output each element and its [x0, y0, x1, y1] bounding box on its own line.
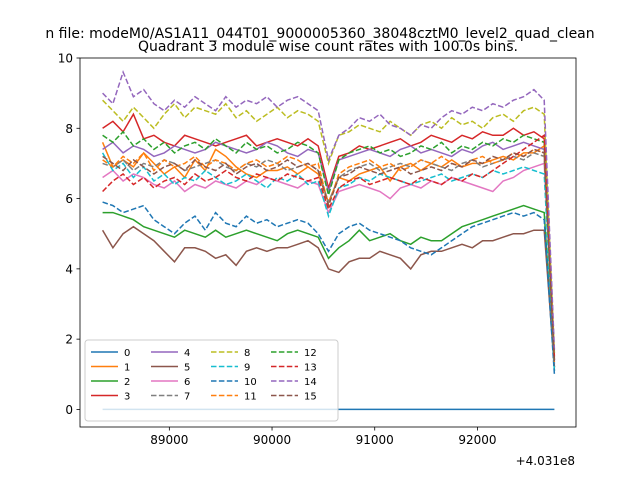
legend-label-2: 2	[124, 377, 130, 388]
x-tick-label: 92000	[458, 433, 496, 447]
y-tick-label: 8	[65, 122, 73, 136]
legend-label-0: 0	[124, 348, 130, 359]
series-line-5	[101, 225, 556, 368]
series-line-13	[102, 133, 556, 357]
series-line-3	[102, 112, 556, 361]
series-line-9	[101, 152, 556, 371]
y-tick-label: 0	[65, 403, 73, 417]
legend-label-8: 8	[244, 348, 250, 359]
legend-label-9: 9	[244, 363, 250, 374]
legend-label-11: 11	[244, 392, 257, 403]
series-line-12	[102, 130, 556, 361]
legend-label-10: 10	[244, 377, 257, 388]
series-line-4	[102, 141, 556, 361]
x-tick-label: 89000	[150, 433, 188, 447]
legend-label-12: 12	[304, 348, 317, 359]
legend-label-13: 13	[304, 363, 317, 374]
y-tick-label: 6	[65, 192, 73, 206]
legend-label-7: 7	[184, 392, 190, 403]
plot-area	[101, 69, 556, 411]
chart-title: Quadrant 3 module wise count rates with …	[138, 39, 518, 55]
legend-label-14: 14	[304, 377, 317, 388]
series-line-1	[101, 142, 556, 368]
series-line-10	[102, 201, 556, 375]
series-line-14	[102, 69, 556, 350]
legend-label-1: 1	[124, 363, 130, 374]
legend-label-6: 6	[184, 377, 190, 388]
series-line-2	[102, 204, 556, 371]
series-line-6	[102, 162, 556, 364]
y-tick-label: 10	[58, 52, 73, 66]
legend-label-5: 5	[184, 363, 190, 374]
legend-label-4: 4	[184, 348, 190, 359]
y-tick-label: 4	[65, 262, 73, 276]
x-tick-label: 91000	[356, 433, 394, 447]
legend-label-3: 3	[124, 392, 130, 403]
x-offset-text: +4.031e8	[516, 454, 575, 468]
y-tick-label: 2	[65, 333, 73, 347]
series-line-8	[102, 99, 556, 354]
series-line-15	[102, 148, 556, 364]
axes-frame	[79, 57, 577, 428]
legend-label-15: 15	[304, 392, 317, 403]
chart-suptitle: n file: modeM0/AS1A11_044T01_9000005360_…	[45, 26, 594, 42]
x-tick-label: 90000	[253, 433, 291, 447]
